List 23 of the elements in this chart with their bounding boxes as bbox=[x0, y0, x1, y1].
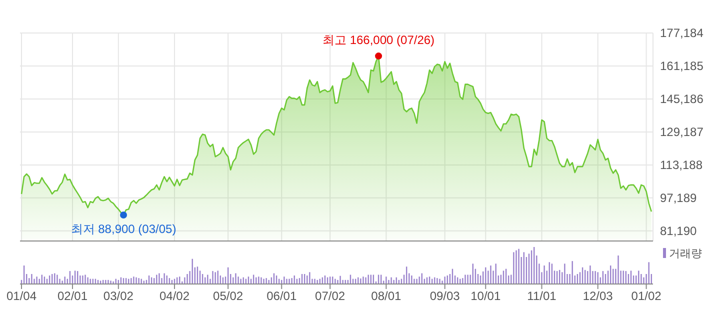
x-tick-label: 08/01 bbox=[371, 289, 402, 303]
x-tick-label: 04/02 bbox=[159, 289, 190, 303]
x-tick-label: 11/01 bbox=[527, 289, 557, 303]
y-tick-label: 97,189 bbox=[660, 190, 698, 205]
x-tick-label: 06/01 bbox=[266, 289, 297, 303]
x-tick-label: 03/02 bbox=[103, 289, 134, 303]
x-tick-label: 02/01 bbox=[57, 289, 88, 303]
y-tick-label: 177,184 bbox=[660, 26, 704, 40]
annotation: 최저 88,900 (03/05) bbox=[70, 222, 176, 236]
x-tick-label: 05/02 bbox=[213, 289, 244, 303]
x-tick-label: 09/03 bbox=[430, 289, 460, 303]
x-tick-label: 07/02 bbox=[315, 289, 346, 303]
y-tick-label: 145,186 bbox=[660, 92, 704, 106]
x-tick-label: 12/03 bbox=[582, 289, 614, 303]
x-tick-label: 10/01 bbox=[470, 289, 501, 303]
legend-label: 거래량 bbox=[669, 248, 702, 260]
y-tick-label: 113,188 bbox=[660, 158, 703, 172]
x-tick-label: 01/02 bbox=[631, 289, 662, 303]
x-tick-label: 01/04 bbox=[6, 289, 37, 303]
y-tick-label: 161,185 bbox=[660, 58, 704, 73]
y-tick-label: 81,190 bbox=[660, 224, 698, 238]
y-tick-label: 129,187 bbox=[660, 124, 704, 139]
annotation: 최고 166,000 (07/26) bbox=[322, 33, 435, 48]
